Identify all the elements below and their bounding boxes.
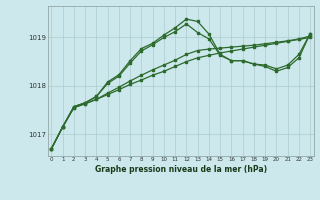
- X-axis label: Graphe pression niveau de la mer (hPa): Graphe pression niveau de la mer (hPa): [95, 165, 267, 174]
